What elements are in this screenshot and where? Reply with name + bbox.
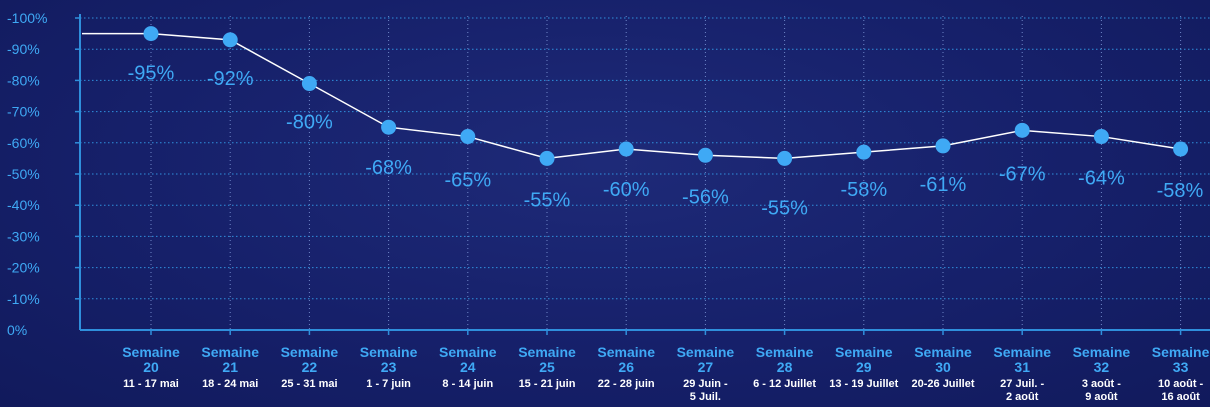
y-tick-label: -20% <box>7 260 40 276</box>
x-tick-label-dates: 22 - 28 juin <box>598 378 655 390</box>
x-tick-label-dates: 18 - 24 mai <box>202 378 258 390</box>
x-tick-label-week: Semaine <box>677 344 735 360</box>
data-label: -58% <box>1157 180 1204 202</box>
data-label: -95% <box>128 63 175 85</box>
x-tick-label-dates: 11 - 17 mai <box>123 378 179 390</box>
x-tick-label-number: 24 <box>460 359 476 375</box>
data-point <box>460 129 476 145</box>
x-tick-label-dates: 10 août - <box>1158 378 1204 390</box>
y-tick-label: -100% <box>7 10 47 26</box>
y-tick-label: -60% <box>7 135 40 151</box>
data-label: -68% <box>365 157 412 179</box>
x-tick-label-number: 28 <box>777 359 793 375</box>
x-tick-label-week: Semaine <box>518 344 576 360</box>
y-tick-label: -50% <box>7 166 40 182</box>
data-label: -55% <box>524 189 571 211</box>
series-line <box>150 32 1181 160</box>
series-line-layer <box>82 32 1181 160</box>
x-tick-label-dates: 9 août <box>1085 391 1118 403</box>
data-point <box>1173 141 1189 157</box>
data-point <box>539 150 555 166</box>
data-point <box>856 144 872 160</box>
x-tick-label-number: 20 <box>143 359 159 375</box>
data-point <box>143 26 159 42</box>
data-label: -55% <box>761 197 808 219</box>
data-point <box>301 76 317 92</box>
x-tick-label-week: Semaine <box>756 344 814 360</box>
x-tick-label-dates: 29 Juin - <box>683 378 728 390</box>
data-point <box>777 150 793 166</box>
grid <box>80 16 1210 330</box>
x-tick-label-week: Semaine <box>597 344 655 360</box>
x-tick-label-number: 27 <box>698 359 714 375</box>
axes <box>75 14 1210 335</box>
y-tick-label: -80% <box>7 72 40 88</box>
data-label: -67% <box>999 163 1046 185</box>
x-tick-label-week: Semaine <box>914 344 972 360</box>
x-tick-label-number: 29 <box>856 359 872 375</box>
x-tick-label-number: 21 <box>222 359 238 375</box>
data-label: -56% <box>682 186 729 208</box>
x-tick-label-dates: 8 - 14 juin <box>442 378 493 390</box>
data-label: -80% <box>286 112 333 134</box>
y-tick-labels: 0% -10% -20% -30% -40% -50% -60% -70% -80% -90% -1… <box>7 10 47 338</box>
x-tick-label-number: 30 <box>935 359 951 375</box>
x-tick-label-number: 32 <box>1094 359 1110 375</box>
x-tick-label-week: Semaine <box>122 344 180 360</box>
x-tick-label-dates: 3 août - <box>1082 378 1121 390</box>
y-tick-label: -40% <box>7 197 40 213</box>
x-tick-label-number: 33 <box>1173 359 1189 375</box>
x-tick-label-dates: 16 août <box>1161 391 1200 403</box>
data-point <box>935 138 951 154</box>
x-tick-label-dates: 1 - 7 juin <box>366 378 411 390</box>
x-tick-label-dates: 25 - 31 mai <box>281 378 337 390</box>
x-tick-label-week: Semaine <box>1073 344 1131 360</box>
data-labels: -95% -92% -80% -68% -65% -55% -60% -56% -55% -58%… <box>128 63 1204 220</box>
data-point <box>618 141 634 157</box>
x-tick-label-dates: 15 - 21 juin <box>519 378 576 390</box>
y-tick-label: -30% <box>7 228 40 244</box>
y-tick-label: -90% <box>7 41 40 57</box>
x-tick-label-dates: 2 août <box>1006 391 1039 403</box>
x-tick-label-week: Semaine <box>281 344 339 360</box>
y-tick-label: -70% <box>7 104 40 120</box>
x-tick-label-week: Semaine <box>201 344 259 360</box>
x-tick-label-dates: 5 Juil. <box>690 391 721 403</box>
data-point <box>222 32 238 48</box>
x-tick-label-number: 22 <box>302 359 318 375</box>
x-tick-label-week: Semaine <box>360 344 418 360</box>
y-tick-label: 0% <box>7 322 27 338</box>
data-label: -64% <box>1078 168 1125 190</box>
data-label: -92% <box>207 68 254 90</box>
data-point <box>1093 129 1109 145</box>
x-tick-label-week: Semaine <box>439 344 497 360</box>
data-label: -61% <box>920 174 967 196</box>
data-point <box>1014 122 1030 138</box>
x-tick-label-dates: 27 Juil. - <box>1000 378 1044 390</box>
x-tick-label-number: 23 <box>381 359 397 375</box>
x-tick-label-number: 31 <box>1014 359 1030 375</box>
x-tick-label-number: 25 <box>539 359 555 375</box>
x-tick-label-week: Semaine <box>835 344 893 360</box>
data-point <box>381 119 397 135</box>
x-tick-label-dates: 13 - 19 Juillet <box>829 378 898 390</box>
data-label: -65% <box>444 170 491 192</box>
data-label: -58% <box>840 179 887 201</box>
y-tick-label: -10% <box>7 291 40 307</box>
x-tick-label-week: Semaine <box>993 344 1051 360</box>
x-tick-label-dates: 20-26 Juillet <box>912 378 975 390</box>
data-point <box>697 147 713 163</box>
x-tick-label-dates: 6 - 12 Juillet <box>753 378 816 390</box>
x-tick-label-number: 26 <box>618 359 634 375</box>
data-points <box>143 26 1189 166</box>
x-tick-label-week: Semaine <box>1152 344 1210 360</box>
data-label: -60% <box>603 179 650 201</box>
